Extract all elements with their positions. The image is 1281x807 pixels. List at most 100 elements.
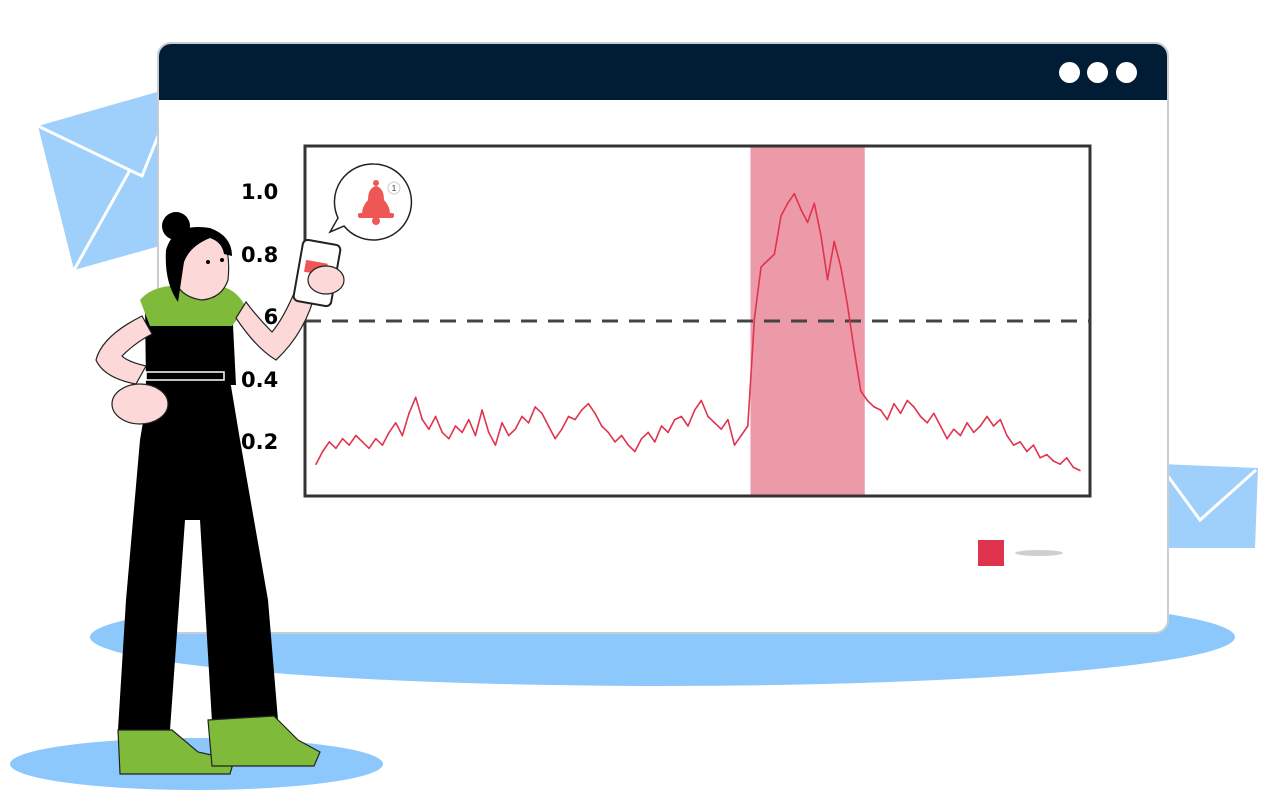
series-point: [926, 422, 928, 424]
left-arm: [95, 315, 153, 385]
series-point: [733, 444, 736, 446]
series-point: [873, 406, 875, 408]
series-point: [468, 418, 470, 421]
series-point: [600, 425, 603, 427]
series-point: [846, 304, 849, 306]
series-point: [487, 431, 490, 434]
y-tick-label: 0.4: [241, 368, 279, 392]
series-point: [673, 418, 676, 421]
series-point: [534, 406, 537, 408]
series-points: [315, 192, 1081, 472]
series-point: [368, 447, 370, 450]
y-tick-label: 1.0: [241, 180, 279, 204]
series-point: [859, 390, 862, 392]
series-point: [594, 412, 596, 415]
series-point: [355, 434, 357, 437]
series-point: [461, 431, 463, 434]
series-point: [919, 415, 922, 418]
series-point: [321, 450, 324, 453]
series-point: [753, 317, 756, 319]
series-point: [647, 431, 649, 434]
series-point: [361, 441, 364, 443]
series-line: [315, 192, 1081, 472]
series-point: [773, 253, 776, 255]
series-point: [574, 418, 576, 421]
series-point: [1065, 457, 1068, 459]
series-point: [561, 428, 563, 430]
series-point: [448, 437, 450, 440]
series-point: [441, 431, 444, 434]
series-point: [1079, 469, 1081, 472]
envelope-icon: [1160, 464, 1258, 548]
series-point: [999, 418, 1002, 421]
series-point: [315, 463, 317, 465]
series-point: [913, 406, 915, 408]
bell-icon: [358, 180, 394, 225]
series-point: [514, 428, 517, 430]
series-point: [986, 415, 988, 418]
series-point: [434, 415, 437, 418]
series-point: [1006, 434, 1008, 437]
series-point: [421, 418, 424, 421]
series-point: [899, 412, 902, 415]
series-point: [979, 425, 982, 427]
series-point: [800, 208, 802, 211]
series-point: [654, 441, 656, 443]
series-point: [780, 215, 782, 217]
series-point: [660, 425, 663, 427]
series-point: [1039, 457, 1041, 459]
series-point: [727, 418, 729, 421]
series-point: [952, 428, 955, 430]
y-tick-label: 0.2: [241, 430, 279, 454]
notification-bubble: 1: [328, 163, 413, 241]
right-shoe: [207, 715, 321, 767]
series-point: [1012, 444, 1015, 446]
series-point: [627, 444, 630, 446]
series-point: [793, 192, 796, 195]
series-point: [939, 425, 942, 427]
series-point: [474, 434, 477, 437]
series-point: [853, 348, 855, 351]
notification-badge: [387, 181, 401, 195]
series-point: [693, 409, 696, 411]
legend-swatch: [978, 540, 1004, 566]
series-point: [328, 441, 331, 443]
series-point: [992, 425, 995, 427]
belt: [145, 371, 225, 381]
window-control-dot[interactable]: [1087, 62, 1108, 83]
series-point: [833, 240, 835, 243]
notification-count: 1: [392, 184, 397, 193]
series-point: [541, 412, 543, 415]
series-point: [1045, 453, 1048, 456]
series-point: [454, 425, 457, 427]
series-point: [527, 422, 530, 424]
overalls: [118, 380, 278, 730]
series-point: [933, 412, 935, 415]
series-point: [687, 425, 689, 427]
series-point: [700, 399, 703, 402]
series-point: [507, 434, 510, 437]
series-point: [428, 428, 430, 430]
series-point: [820, 234, 822, 236]
series-point: [720, 428, 723, 430]
series-point: [713, 422, 716, 424]
series-point: [760, 266, 762, 268]
series-point: [607, 431, 610, 434]
series-point: [521, 415, 523, 418]
series-point: [886, 418, 889, 421]
series-point: [1032, 444, 1035, 446]
series-point: [567, 415, 570, 418]
series-point: [494, 444, 497, 446]
series-point: [394, 422, 397, 424]
series-point: [766, 259, 769, 262]
series-point: [587, 402, 590, 405]
series-point: [667, 431, 669, 434]
series-point: [786, 202, 789, 205]
series-point: [401, 434, 404, 437]
window-control-dot[interactable]: [1116, 62, 1137, 83]
head: [162, 212, 232, 302]
series-point: [680, 415, 683, 418]
window-control-dot[interactable]: [1059, 62, 1080, 83]
